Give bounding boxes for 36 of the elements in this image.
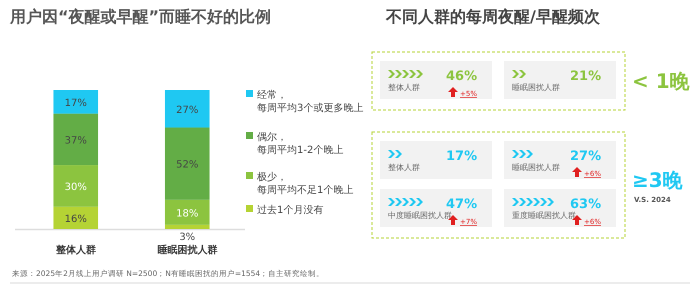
legend-label: 过去1个月没有: [257, 204, 324, 216]
bar: [53, 114, 98, 166]
text: ≥3晚: [632, 168, 684, 192]
data-label: 30%: [64, 182, 87, 193]
bar: [164, 224, 210, 229]
data-label: 17%: [64, 98, 87, 109]
text: 21%: [570, 69, 602, 84]
text: 17%: [446, 149, 478, 164]
bar: [53, 206, 98, 229]
text: 重度睡眠困扰人群: [512, 211, 576, 220]
legend-label: 经常，每周平均3个或更多晚上: [257, 89, 364, 114]
text: 整体人群: [388, 163, 420, 172]
data-label: 3%: [179, 232, 196, 243]
text: 中度睡眠困扰人群: [388, 211, 452, 220]
text: 整体人群: [388, 83, 420, 92]
data-label: 16%: [64, 214, 87, 225]
text: 睡眠困扰人群: [512, 83, 560, 92]
bar: [164, 90, 210, 128]
text: 27%: [570, 149, 602, 164]
data-label: 27%: [176, 104, 198, 116]
text: 不同人群的每周夜醒/早醒频次: [385, 7, 601, 26]
data-label: 18%: [176, 208, 198, 220]
chart-title: 用户因“夜醒或早醒”而睡不好的比例: [9, 7, 272, 26]
text: 47%: [446, 197, 478, 212]
data-label: 52%: [176, 160, 198, 171]
text: 睡眠困扰人群: [512, 163, 560, 172]
text: 46%: [446, 69, 478, 84]
bar: [164, 128, 210, 200]
bar: [53, 165, 98, 207]
bar: [164, 200, 210, 225]
legend-label: 极少，每周平均不足1个晚上: [256, 171, 354, 196]
bar: [53, 90, 98, 114]
text: < 1晚: [632, 69, 691, 93]
legend-label: 偶尔，每周平均1-2个晚上: [257, 131, 344, 156]
text: 63%: [570, 197, 602, 212]
data-label: 37%: [64, 135, 87, 146]
